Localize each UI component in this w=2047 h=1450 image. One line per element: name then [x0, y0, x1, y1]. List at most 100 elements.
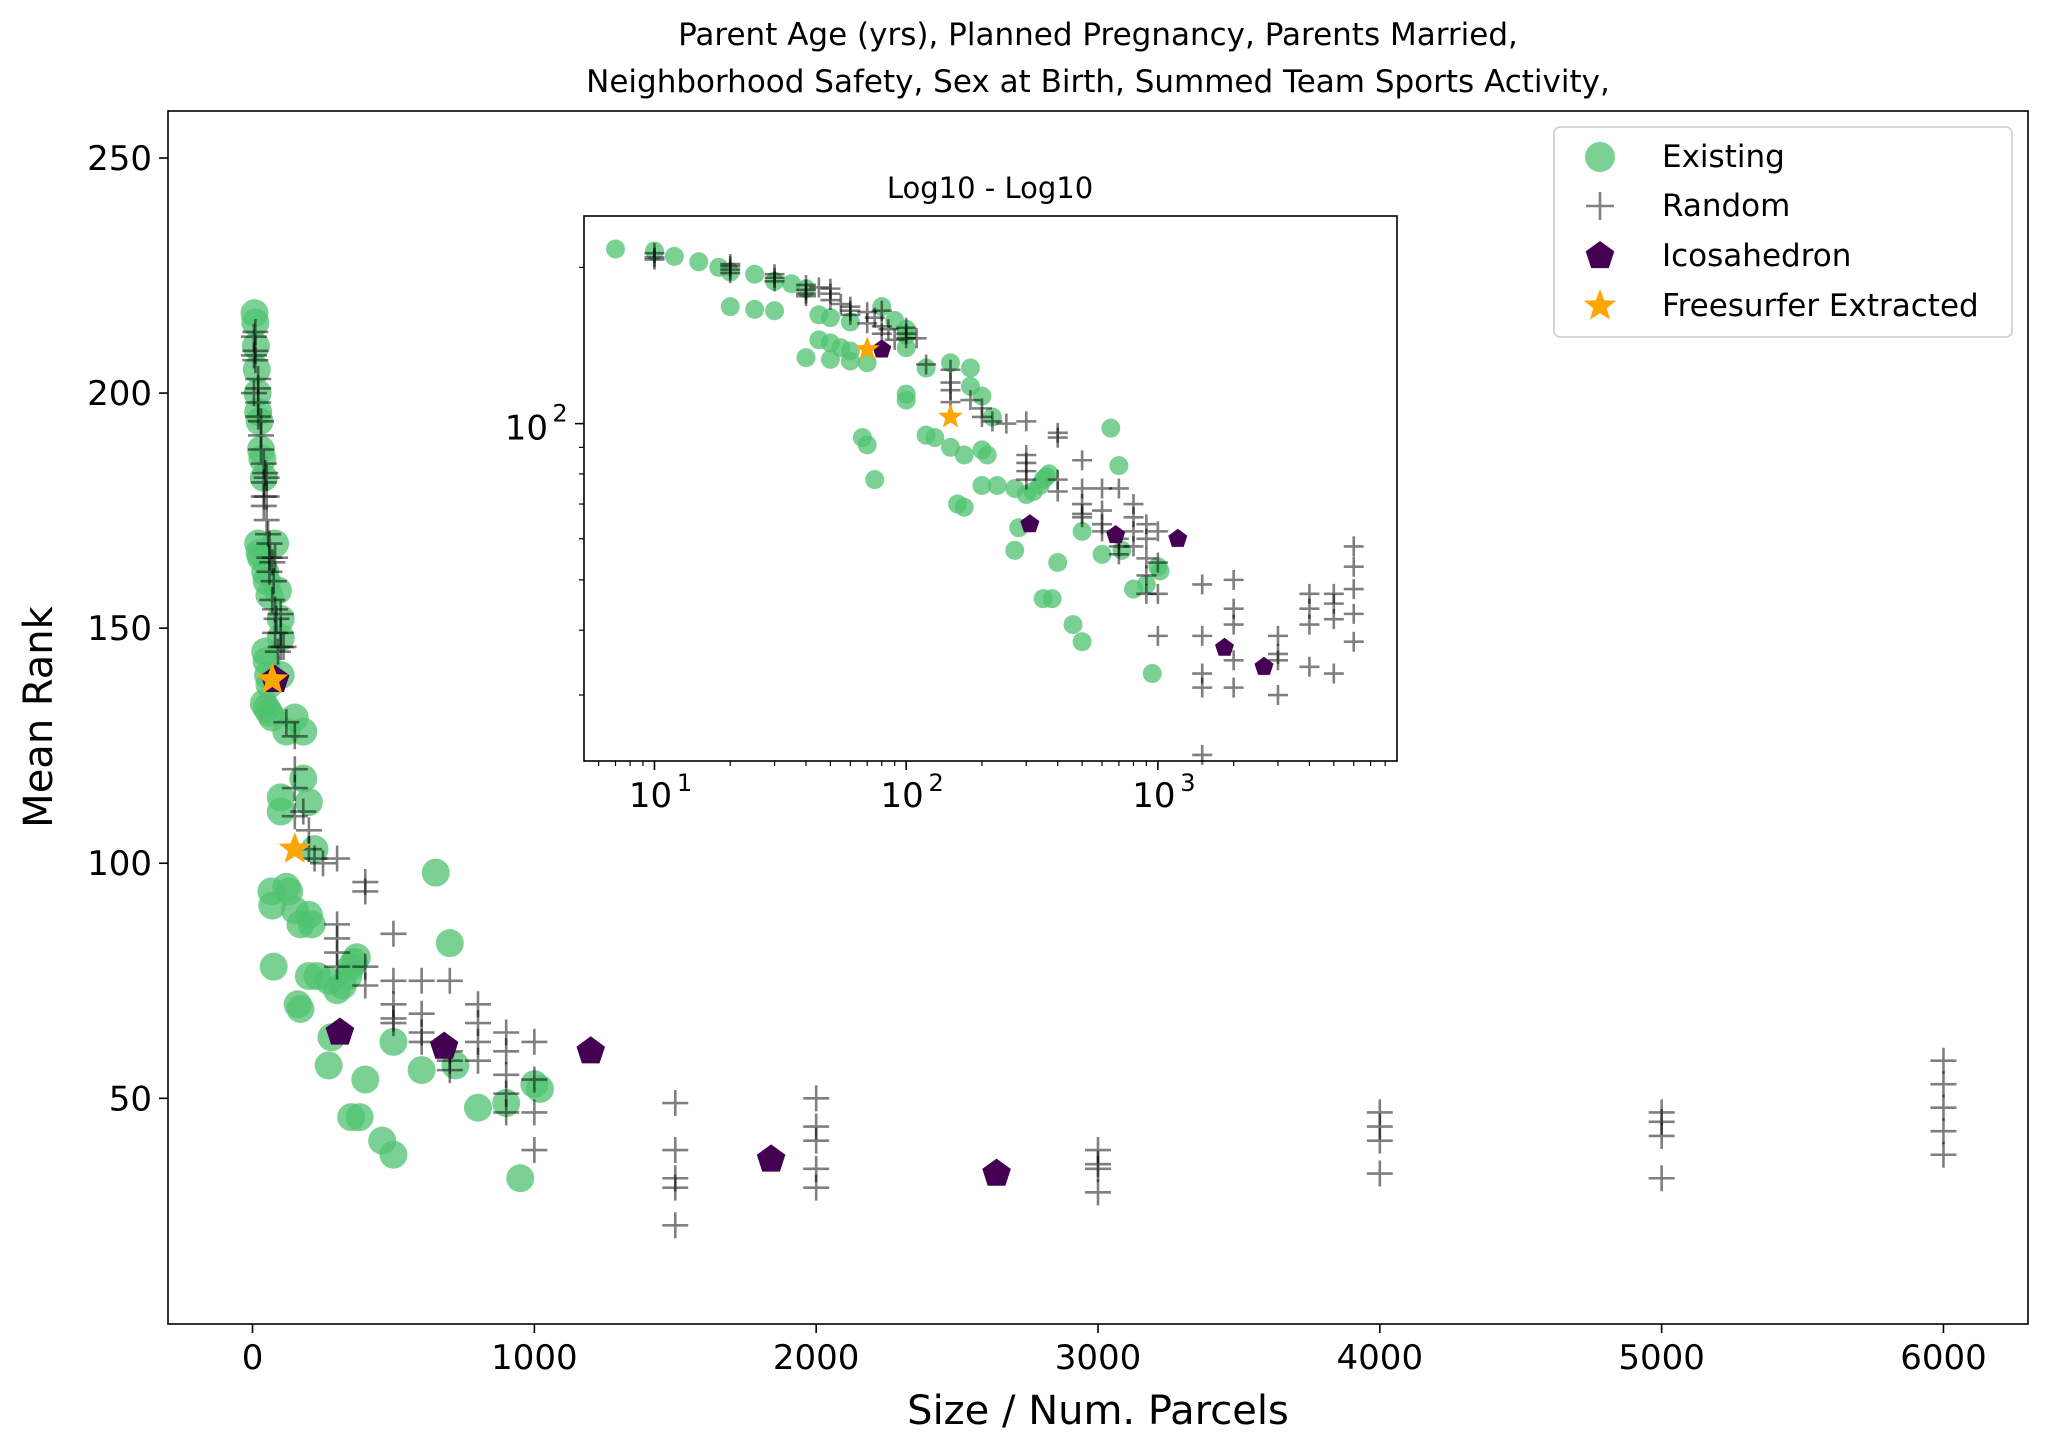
random-point	[662, 1137, 689, 1164]
inset-random-point	[1267, 625, 1288, 646]
x-tick-label: 1000	[491, 1338, 578, 1378]
inset-icosahedron-point	[1215, 637, 1234, 656]
random-point	[1366, 1127, 1393, 1154]
legend-label-random: Random	[1662, 188, 1790, 224]
y-tick-label: 100	[87, 844, 152, 884]
random-point	[352, 878, 379, 905]
inset-random-point	[1343, 556, 1364, 577]
inset-random-point	[1092, 478, 1113, 499]
random-point	[521, 1028, 548, 1055]
chart-title-line-2: Neighborhood Safety, Sex at Birth, Summe…	[586, 64, 1610, 100]
freesurfer-point	[278, 832, 311, 863]
inset-existing-point	[954, 497, 974, 517]
inset-random-point	[1047, 427, 1068, 448]
inset-icosahedron-point	[1254, 656, 1274, 675]
random-point	[273, 709, 300, 736]
y-axis-label: Mean Rank	[16, 605, 62, 827]
existing-point	[351, 1065, 380, 1094]
inset-existing-point	[1042, 589, 1062, 609]
inset-existing-point	[605, 239, 625, 259]
inset-random-point	[1108, 544, 1129, 565]
inset-random-point	[1192, 677, 1213, 698]
random-point	[1648, 1122, 1675, 1149]
existing-point	[314, 1051, 343, 1080]
inset-random-point	[1016, 469, 1037, 490]
x-axis-label: Size / Num. Parcels	[907, 1388, 1289, 1434]
inset-random-point	[1072, 507, 1093, 528]
existing-point	[435, 929, 464, 958]
random-point	[1930, 1047, 1957, 1074]
inset-x-tick-label: 10	[881, 776, 924, 816]
inset-random-point	[1147, 583, 1168, 604]
random-point	[1366, 1160, 1393, 1187]
inset-existing-point	[796, 348, 816, 368]
inset-existing-point	[1150, 561, 1170, 581]
legend-icosahedron-marker	[1585, 241, 1615, 269]
inset-random-point	[1108, 478, 1129, 499]
inset-random-point	[1223, 677, 1244, 698]
random-point	[380, 920, 407, 947]
existing-point	[266, 797, 295, 826]
inset-existing-point	[820, 308, 840, 328]
random-point	[803, 1174, 830, 1201]
icosahedron-point	[756, 1144, 786, 1172]
inset-random-point	[1016, 411, 1037, 432]
inset-random-point	[1147, 521, 1168, 542]
existing-point	[421, 858, 450, 887]
inset-x-tick-exponent: 2	[929, 769, 944, 797]
legend-freesurfer-marker	[1583, 289, 1617, 320]
inset-random-point	[1136, 565, 1157, 586]
inset-random-point	[1299, 656, 1320, 677]
inset-random-point	[1267, 650, 1288, 671]
inset-random-point	[1147, 625, 1168, 646]
inset-existing-point	[1072, 521, 1092, 541]
inset-existing-point	[977, 445, 997, 465]
inset-random-point	[1343, 603, 1364, 624]
inset-existing-point	[1142, 664, 1162, 684]
legend-random-marker	[1586, 192, 1614, 220]
inset-existing-point	[865, 470, 885, 490]
inset-random-point	[878, 319, 899, 340]
random-point	[380, 1010, 407, 1037]
random-point	[1930, 1071, 1957, 1098]
inset-existing-point	[689, 252, 709, 272]
random-point	[493, 1099, 520, 1126]
inset-random-point	[1223, 614, 1244, 635]
inset-existing-point	[960, 358, 980, 378]
inset-existing-point	[1109, 456, 1129, 476]
inset-existing-point	[720, 297, 740, 317]
inset-y-tick-label: 10	[505, 409, 548, 449]
inset-icosahedron-point	[1020, 514, 1040, 533]
inset-random-point	[796, 286, 817, 307]
inset-random-point	[906, 328, 927, 349]
inset-random-point	[1136, 528, 1157, 549]
random-point	[380, 967, 407, 994]
inset-random-point	[1343, 631, 1364, 652]
random-point	[324, 845, 351, 872]
inset-existing-point	[857, 353, 877, 373]
inset-existing-point	[1072, 632, 1092, 652]
inset-existing-point	[954, 445, 974, 465]
legend-markers	[1583, 142, 1617, 320]
random-point	[248, 436, 274, 463]
inset-random-point	[916, 354, 937, 375]
inset-random-point	[971, 406, 992, 427]
inset-random-point	[644, 249, 665, 270]
inset-random-point	[1192, 574, 1213, 595]
inset-random-point	[840, 304, 861, 325]
random-point	[521, 1099, 548, 1126]
random-point	[253, 483, 280, 510]
inset-title: Log10 - Log10	[887, 171, 1093, 205]
inset-random-point	[1343, 579, 1364, 600]
icosahedron-point	[982, 1158, 1011, 1186]
inset-existing-point	[896, 390, 916, 410]
random-point	[262, 544, 289, 571]
random-point	[521, 1137, 548, 1164]
inset-random-point	[1136, 548, 1157, 569]
legend-existing-marker	[1585, 142, 1615, 172]
inset-existing-point	[745, 264, 765, 284]
random-point	[324, 953, 351, 980]
random-point	[259, 549, 286, 576]
